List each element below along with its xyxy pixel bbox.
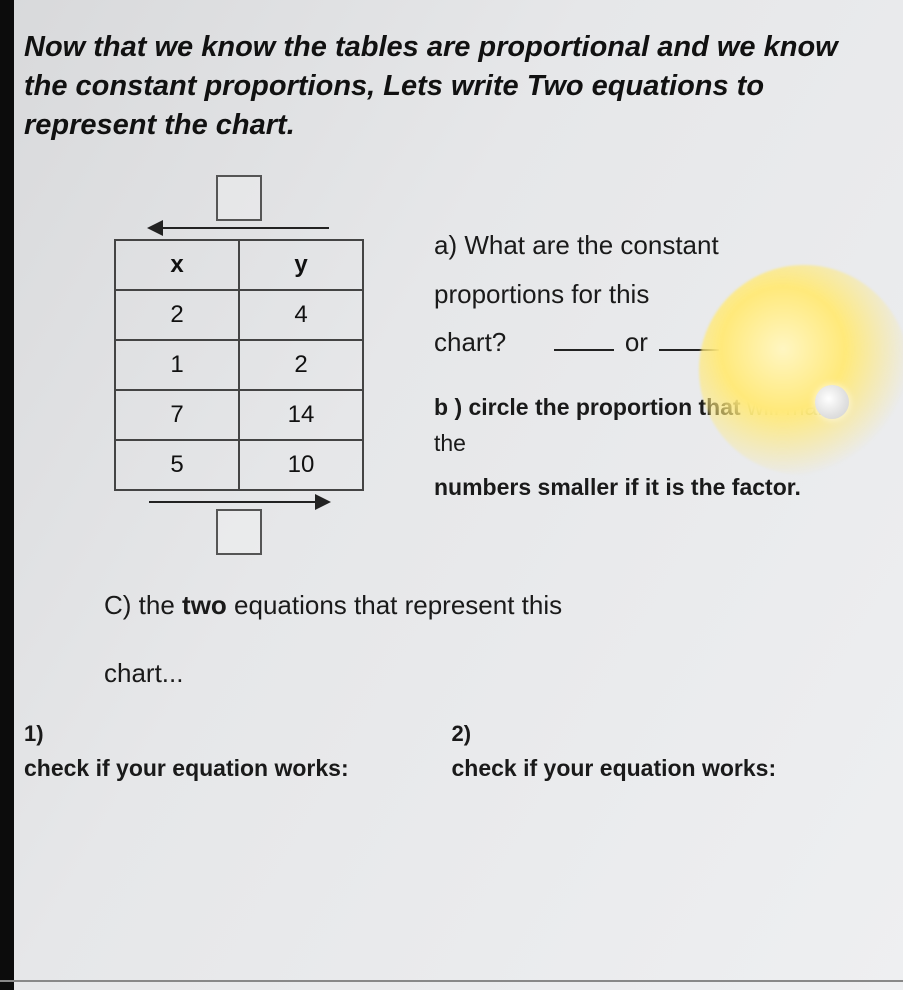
part-a-line1: a) What are the constant bbox=[434, 225, 879, 265]
arrow-right-icon bbox=[149, 501, 329, 503]
table-row: 2 4 bbox=[115, 290, 363, 340]
cell-y: 4 bbox=[239, 290, 363, 340]
cell-y: 2 bbox=[239, 340, 363, 390]
part-a-line3-prefix: chart? bbox=[434, 327, 506, 357]
table-column: x y 2 4 1 2 7 14 5 10 bbox=[74, 175, 404, 555]
mid-row: x y 2 4 1 2 7 14 5 10 bbox=[24, 175, 879, 555]
answer-1-label: 1) bbox=[24, 721, 452, 747]
photo-left-edge bbox=[0, 0, 14, 990]
check-2-text: check if your equation works: bbox=[452, 755, 880, 782]
part-b: b ) circle the proportion that will make… bbox=[434, 390, 879, 505]
cell-x: 5 bbox=[115, 440, 239, 490]
part-b-line2: numbers smaller if it is the factor. bbox=[434, 470, 879, 506]
col-header-y: y bbox=[239, 240, 363, 290]
answers-row: 1) check if your equation works: 2) chec… bbox=[24, 721, 879, 782]
part-a-line3: chart? or bbox=[434, 322, 879, 362]
table-row: 5 10 bbox=[115, 440, 363, 490]
part-c-tail: equations that represent this bbox=[227, 590, 562, 620]
table-row: 1 2 bbox=[115, 340, 363, 390]
cell-y: 10 bbox=[239, 440, 363, 490]
part-c-bold: two bbox=[182, 590, 227, 620]
blank-2[interactable] bbox=[659, 323, 719, 351]
part-b-highlight: will make bbox=[747, 394, 842, 420]
cell-x: 2 bbox=[115, 290, 239, 340]
table-row: 7 14 bbox=[115, 390, 363, 440]
bottom-factor-box[interactable] bbox=[216, 509, 262, 555]
answer-col-2: 2) check if your equation works: bbox=[452, 721, 880, 782]
answer-col-1: 1) check if your equation works: bbox=[24, 721, 452, 782]
check-1-text: check if your equation works: bbox=[24, 755, 452, 782]
part-b-tail: the bbox=[434, 430, 466, 456]
col-header-x: x bbox=[115, 240, 239, 290]
part-b-line1: b ) circle the proportion that will make… bbox=[434, 390, 879, 461]
cell-x: 7 bbox=[115, 390, 239, 440]
cell-y: 14 bbox=[239, 390, 363, 440]
cell-x: 1 bbox=[115, 340, 239, 390]
part-b-lead: b ) circle the proportion that bbox=[434, 394, 747, 420]
table-header-row: x y bbox=[115, 240, 363, 290]
part-c: C) the two equations that represent this… bbox=[104, 585, 879, 694]
instruction-heading: Now that we know the tables are proporti… bbox=[24, 28, 879, 145]
arrow-left-icon bbox=[149, 227, 329, 229]
part-a-line2: proportions for this bbox=[434, 274, 879, 314]
part-c-line2: chart... bbox=[104, 653, 879, 695]
questions-column: a) What are the constant proportions for… bbox=[434, 175, 879, 513]
xy-table: x y 2 4 1 2 7 14 5 10 bbox=[114, 239, 364, 491]
or-text: or bbox=[625, 327, 648, 357]
top-factor-box[interactable] bbox=[216, 175, 262, 221]
answer-2-label: 2) bbox=[452, 721, 880, 747]
part-c-line1: C) the two equations that represent this bbox=[104, 585, 879, 627]
top-arrow-row bbox=[149, 227, 329, 229]
bottom-rule bbox=[0, 980, 903, 982]
bottom-arrow-row bbox=[149, 501, 329, 503]
blank-1[interactable] bbox=[554, 323, 614, 351]
part-c-prefix: C) the bbox=[104, 590, 182, 620]
worksheet-page: Now that we know the tables are proporti… bbox=[0, 0, 903, 782]
